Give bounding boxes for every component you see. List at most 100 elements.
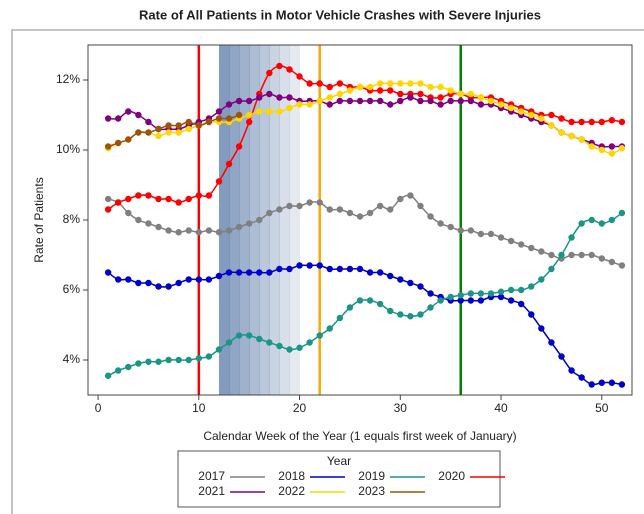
data-point [245,97,253,105]
data-point [387,307,394,315]
data-point [417,80,424,87]
series-line [107,264,623,386]
data-point [618,145,626,152]
data-point [397,276,404,283]
data-point [366,269,374,276]
data-point [266,69,273,77]
data-point [306,199,313,206]
data-point [296,101,303,108]
data-point [608,379,616,386]
data-point [568,251,575,259]
data-point [145,358,152,365]
data-point [215,178,223,185]
data-point [588,381,595,388]
data-point [215,229,223,236]
y-axis-label: Rate of Patients [32,177,46,262]
data-point [346,209,354,217]
data-point [477,101,485,108]
data-point [336,97,344,105]
shade-band [269,45,280,395]
data-point [125,209,132,217]
data-point [427,304,434,311]
series-line [107,65,623,211]
data-point [165,129,172,136]
data-point [276,206,283,213]
data-point [266,90,273,98]
data-point [225,160,233,168]
data-point [115,276,122,283]
data-point [165,195,172,203]
data-point [548,339,555,346]
data-point [558,129,565,136]
data-point [457,90,464,98]
data-point [387,87,394,94]
data-point [397,80,404,87]
data-point [276,265,283,273]
data-point [336,90,344,98]
x-axis-label: Calendar Week of the Year (1 equals firs… [203,429,516,443]
data-point [407,313,414,320]
data-point [185,276,192,283]
data-point [286,66,293,73]
data-point [558,353,565,360]
data-point [356,265,364,273]
data-point [145,118,152,126]
data-point [437,101,444,108]
data-point [407,94,414,101]
data-point [145,129,152,136]
data-point [487,290,495,297]
data-point [417,202,424,210]
data-point [326,101,333,108]
data-point [447,223,454,231]
data-point [145,220,152,227]
data-point [266,108,273,115]
data-point [417,90,424,98]
data-point [316,199,323,206]
data-point [387,101,394,108]
data-point [528,311,535,318]
x-tick-label: 30 [394,401,408,415]
data-point [497,101,505,108]
data-point [608,216,616,224]
legend-box [177,450,501,508]
data-point [407,279,414,287]
data-point [296,202,303,210]
data-point [185,356,192,364]
data-point [568,132,575,140]
data-point [115,367,122,374]
data-point [437,94,444,101]
frame [11,29,644,514]
data-point [578,251,585,259]
data-point [598,379,605,386]
y-tick-label: 6% [63,282,81,296]
data-point [165,283,172,290]
data-point [266,339,273,346]
data-point [115,115,122,122]
data-point [135,216,142,224]
data-point [175,122,182,129]
data-point [427,97,434,105]
data-point [286,202,293,210]
data-point [517,300,525,308]
data-point [175,199,182,206]
data-point [517,241,525,248]
data-point [487,230,495,238]
data-point [205,353,213,360]
data-point [356,97,364,105]
y-tick-label: 12% [56,72,80,86]
data-point [245,111,253,119]
x-tick-label: 50 [595,401,609,415]
legend-label: 2019 [358,469,385,483]
data-point [538,325,545,332]
data-point [437,83,444,91]
data-point [104,143,112,150]
data-point [366,83,374,91]
data-point [336,80,344,87]
data-point [256,269,263,276]
data-point [346,304,354,311]
data-point [608,143,616,150]
data-point [296,73,303,80]
data-point [104,115,112,122]
data-point [427,83,434,91]
data-point [618,262,626,269]
